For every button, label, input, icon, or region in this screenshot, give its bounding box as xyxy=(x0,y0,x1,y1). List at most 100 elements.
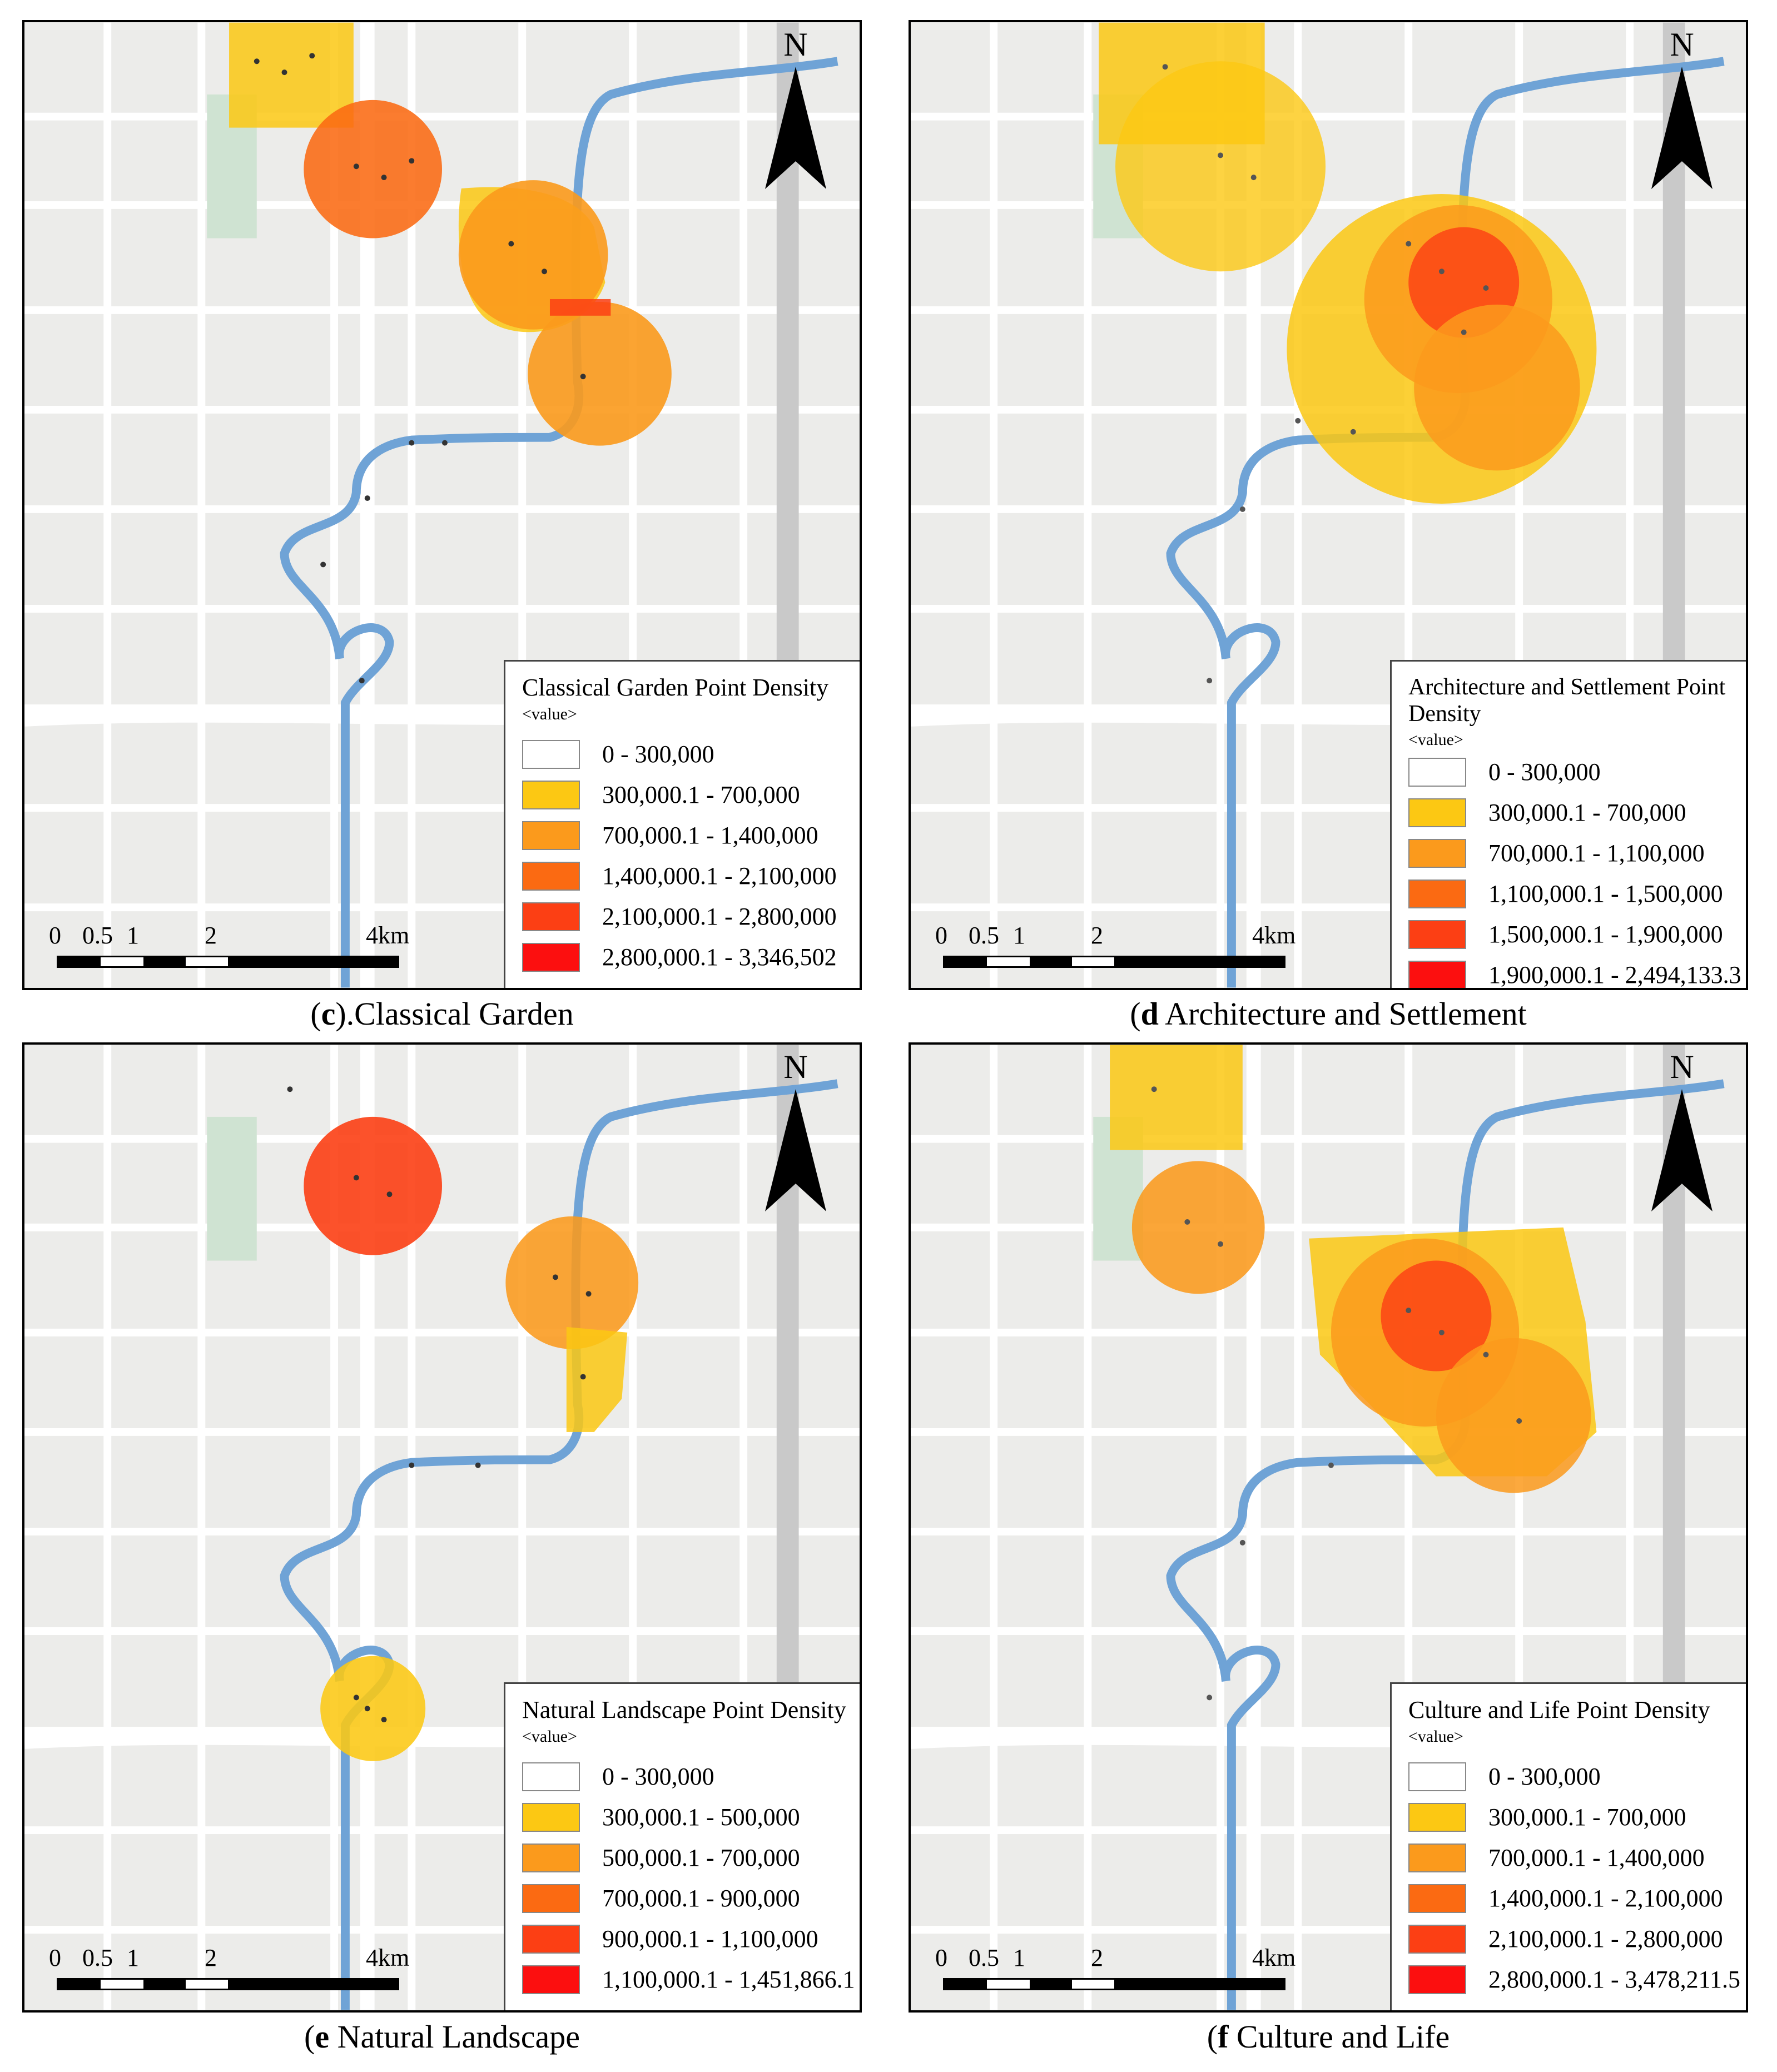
caption-letter: d xyxy=(1140,996,1159,1032)
legend-label: 0 - 300,000 xyxy=(602,1763,714,1790)
legend-row: 1,900,000.1 - 2,494,133.3 xyxy=(1408,955,1741,988)
legend-subtitle: <value> xyxy=(1408,731,1463,749)
legend-swatch xyxy=(522,1924,580,1954)
legend-row: 500,000.1 - 700,000 xyxy=(522,1837,848,1878)
legend-swatch xyxy=(522,1802,580,1832)
legend-e: Natural Landscape Point Density <value> … xyxy=(504,1682,860,2010)
legend-subtitle: <value> xyxy=(522,705,577,723)
legend-label: 500,000.1 - 700,000 xyxy=(602,1844,800,1871)
density-f xyxy=(1110,1045,1597,1493)
scale-label-0-5: 0.5 xyxy=(82,922,113,949)
river-c xyxy=(280,57,838,988)
scale-label-0: 0 xyxy=(935,1944,947,1971)
map-panel-e: N 0 0.5 1 2 4km Natural Landscape Point … xyxy=(22,1042,862,2013)
legend-label: 300,000.1 - 500,000 xyxy=(602,1803,800,1831)
legend-label: 0 - 300,000 xyxy=(1488,1763,1601,1790)
legend-title: Natural Landscape Point Density xyxy=(522,1696,846,1723)
north-arrow-icon xyxy=(765,1089,826,1211)
north-label: N xyxy=(783,26,808,63)
legend-swatch xyxy=(1408,757,1466,787)
legend-swatch xyxy=(1408,1802,1466,1832)
scale-label-2: 2 xyxy=(205,922,217,949)
legend-swatch xyxy=(522,1884,580,1913)
caption-text: ).Classical Garden xyxy=(335,996,574,1032)
legend-row: 2,800,000.1 - 3,346,502 xyxy=(522,937,848,977)
legend-label: 0 - 300,000 xyxy=(1488,758,1601,786)
legend-label: 1,400,000.1 - 2,100,000 xyxy=(1488,1885,1723,1912)
scale-bar: 0 0.5 1 2 4km xyxy=(935,1944,1302,1994)
legend-title: Architecture and Settlement Point Densit… xyxy=(1408,674,1726,727)
legend-label: 1,500,000.1 - 1,900,000 xyxy=(1488,921,1723,948)
caption-e: (e Natural Landscape xyxy=(304,2019,580,2055)
legend-swatch xyxy=(522,821,580,850)
legend-swatch xyxy=(522,780,580,809)
legend-label: 1,100,000.1 - 1,451,866.1 xyxy=(602,1966,855,1993)
sample-points-d xyxy=(1162,64,1489,684)
legend-swatch xyxy=(1408,1924,1466,1954)
legend-label: 700,000.1 - 1,400,000 xyxy=(1488,1844,1705,1871)
legend-label: 2,800,000.1 - 3,346,502 xyxy=(602,943,837,971)
legend-row: 0 - 300,000 xyxy=(522,1756,848,1797)
scale-label-4km: 4km xyxy=(366,922,410,949)
legend-title: Culture and Life Point Density xyxy=(1408,1696,1710,1723)
scale-bar: 0 0.5 1 2 4km xyxy=(49,921,416,971)
basemap-f xyxy=(911,1045,1746,2010)
caption-letter: f xyxy=(1218,2019,1229,2055)
scale-label-2: 2 xyxy=(205,1944,217,1971)
density-e xyxy=(304,1116,639,1761)
legend-label: 0 - 300,000 xyxy=(602,741,714,768)
scale-label-4km: 4km xyxy=(1252,1944,1296,1971)
legend-row: 700,000.1 - 1,400,000 xyxy=(522,815,848,856)
north-arrow-icon xyxy=(1651,1089,1713,1211)
legend-row: 2,800,000.1 - 3,478,211.5 xyxy=(1408,1959,1740,2000)
legend-subtitle: <value> xyxy=(1408,1727,1463,1746)
legend-swatch xyxy=(522,942,580,972)
scale-label-2: 2 xyxy=(1091,1944,1103,1971)
legend-swatch xyxy=(522,861,580,891)
legend-row: 0 - 300,000 xyxy=(1408,752,1735,792)
legend-row: 2,100,000.1 - 2,800,000 xyxy=(522,896,848,937)
scale-label-0-5: 0.5 xyxy=(969,922,999,949)
north-label: N xyxy=(783,1049,808,1085)
north-label: N xyxy=(1670,26,1694,63)
north-label: N xyxy=(1670,1049,1694,1085)
sample-points-e xyxy=(287,1086,592,1723)
legend-label: 1,100,000.1 - 1,500,000 xyxy=(1488,880,1723,907)
legend-row: 700,000.1 - 900,000 xyxy=(522,1878,848,1919)
legend-label: 2,100,000.1 - 2,800,000 xyxy=(602,903,837,930)
caption-letter: c xyxy=(321,996,336,1032)
scale-label-0-5: 0.5 xyxy=(969,1944,999,1971)
legend-subtitle: <value> xyxy=(522,1727,577,1746)
density-c xyxy=(229,22,672,446)
legend-row: 1,400,000.1 - 2,100,000 xyxy=(522,856,848,896)
caption-text: Architecture and Settlement xyxy=(1158,996,1527,1032)
legend-swatch xyxy=(522,1762,580,1791)
legend-row: 700,000.1 - 1,100,000 xyxy=(1408,833,1735,873)
legend-swatch xyxy=(1408,798,1466,827)
north-arrow-icon xyxy=(1651,67,1713,189)
legend-swatch xyxy=(522,1965,580,1994)
legend-label: 300,000.1 - 700,000 xyxy=(602,781,800,808)
legend-label: 2,100,000.1 - 2,800,000 xyxy=(1488,1925,1723,1952)
legend-row: 0 - 300,000 xyxy=(522,734,848,774)
legend-label: 700,000.1 - 900,000 xyxy=(602,1885,800,1912)
map-panel-c: N 0 0.5 1 2 4km Classical Garden Point D… xyxy=(22,20,862,990)
legend-swatch xyxy=(1408,1762,1466,1791)
scale-bar: 0 0.5 1 2 4km xyxy=(49,1944,416,1994)
legend-swatch xyxy=(522,902,580,931)
legend-row: 300,000.1 - 500,000 xyxy=(522,1797,848,1837)
legend-row: 300,000.1 - 700,000 xyxy=(522,774,848,815)
sample-points-c xyxy=(254,53,586,684)
river-e xyxy=(280,1079,838,2010)
north-arrow: N xyxy=(1646,1050,1718,1228)
legend-c: Classical Garden Point Density <value> 0… xyxy=(504,660,860,988)
legend-label: 700,000.1 - 1,400,000 xyxy=(602,822,818,849)
caption-letter: e xyxy=(315,2019,330,2055)
scale-label-0-5: 0.5 xyxy=(82,1944,113,1971)
caption-text: Culture and Life xyxy=(1228,2019,1450,2055)
legend-label: 900,000.1 - 1,100,000 xyxy=(602,1925,818,1952)
scale-label-1: 1 xyxy=(127,922,139,949)
north-arrow-icon xyxy=(765,67,826,189)
caption-d: (d Architecture and Settlement xyxy=(1130,996,1527,1032)
scale-label-1: 1 xyxy=(1013,922,1025,949)
